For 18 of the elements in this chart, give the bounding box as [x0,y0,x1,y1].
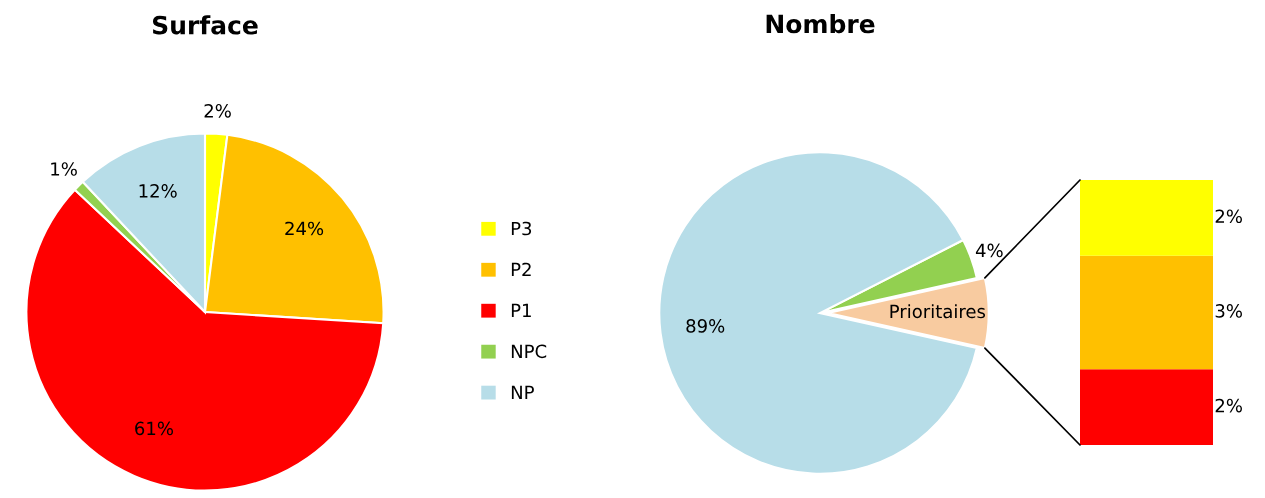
data-label: 12% [139,184,177,198]
legend-label: NPC [511,344,547,359]
data-label: 24% [285,221,324,236]
data-label: 2% [1215,209,1242,224]
data-label: 4% [975,243,1003,258]
data-label: 1% [51,162,77,176]
data-label: 3% [1215,304,1242,318]
chart-title: Nombre [766,14,875,34]
slice-label: Prioritaires [890,304,986,319]
data-label: 89% [686,319,725,333]
data-label: 2% [204,103,231,118]
legend-label: P1 [511,303,531,317]
data-label: 61% [135,421,174,436]
chart-title: Surface [152,15,258,35]
legend-label: P2 [511,262,531,277]
legend-label: NP [511,385,534,399]
legend-label: P3 [511,221,532,236]
data-label: 2% [1215,398,1242,413]
